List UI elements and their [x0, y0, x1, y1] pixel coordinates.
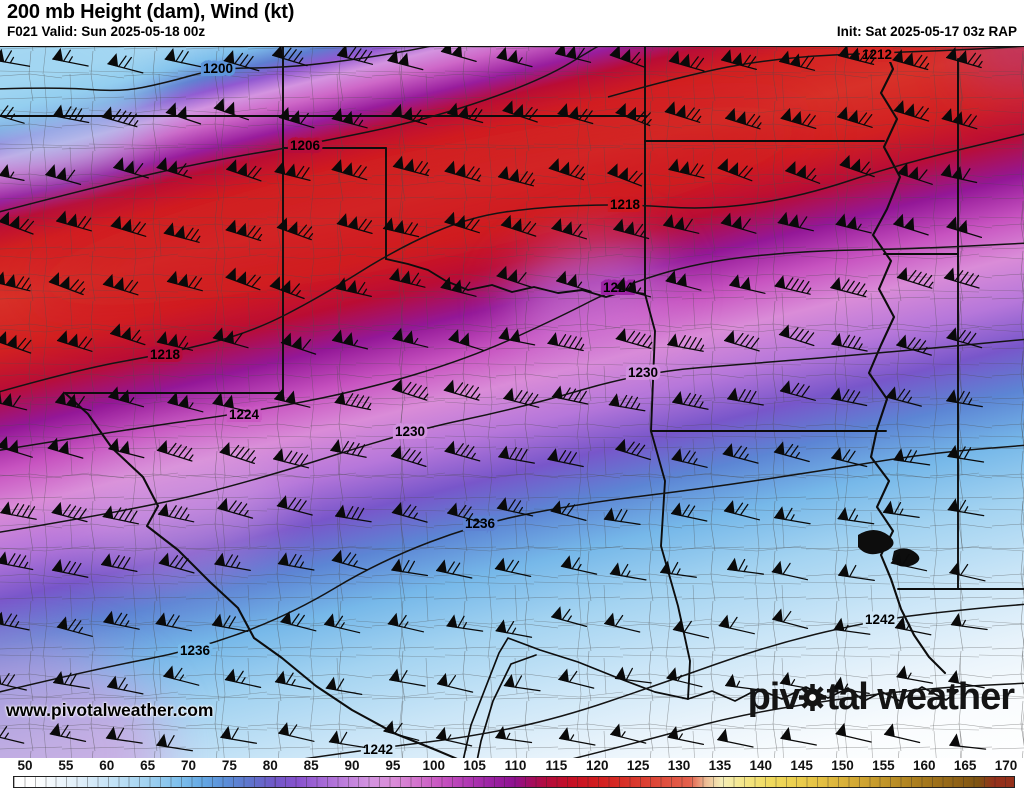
height-contours — [0, 47, 1024, 759]
svg-text:1230: 1230 — [395, 424, 425, 439]
colorbar-tick: 145 — [790, 758, 813, 773]
colorbar-gradient — [13, 776, 1015, 788]
svg-text:1224: 1224 — [229, 407, 260, 422]
page-title: 200 mb Height (dam), Wind (kt) — [7, 1, 295, 23]
colorbar-tick: 70 — [180, 758, 197, 773]
colorbar-tick: 85 — [303, 758, 319, 773]
colorbar-tick-labels: 50 55 60 65 70 75 80 85 90 95 100 105 110 115 120 125 13… — [0, 758, 1024, 775]
colorbar-tick: 165 — [953, 758, 977, 773]
colorbar-tick: 105 — [463, 758, 486, 773]
weather-map: 1200120612121218121812241224123012301236… — [0, 46, 1024, 759]
svg-text:1200: 1200 — [203, 61, 233, 76]
svg-text:1242: 1242 — [865, 612, 895, 627]
watermark-link[interactable]: www.pivotalweather.com — [6, 700, 214, 720]
forecast-valid-label: F021 Valid: Sun 2025-05-18 00z — [7, 24, 206, 39]
colorbar-tick: 155 — [872, 758, 895, 773]
colorbar-tick: 60 — [99, 758, 115, 773]
colorbar-tick: 65 — [140, 758, 156, 773]
colorbar-tick: 130 — [667, 758, 691, 773]
colorbar-tick: 75 — [221, 758, 237, 773]
colorbar-tick: 100 — [422, 758, 446, 773]
colorbar-tick: 170 — [994, 758, 1018, 773]
model-init-label: Init: Sat 2025-05-17 03z RAP — [836, 24, 1017, 39]
svg-text:1242: 1242 — [363, 742, 393, 757]
colorbar-cell-grid — [14, 777, 1014, 787]
colorbar-tick: 160 — [913, 758, 936, 773]
svg-text:1212: 1212 — [862, 47, 892, 62]
colorbar-tick: 90 — [344, 758, 360, 773]
contour-labels: 1200120612121218121812241224123012301236… — [147, 47, 898, 759]
colorbar-tick: 95 — [385, 758, 401, 773]
colorbar-tick: 125 — [626, 758, 650, 773]
logo-text-pre: piv — [747, 676, 801, 718]
colorbar-tick: 110 — [504, 758, 527, 773]
colorbar-tick: 120 — [586, 758, 609, 773]
colorbar-tick: 115 — [545, 758, 568, 773]
pivotal-weather-logo: piv tal weather — [747, 676, 1015, 718]
svg-text:1236: 1236 — [180, 643, 211, 658]
svg-text:1206: 1206 — [290, 138, 321, 153]
colorbar-tick: 80 — [262, 758, 278, 773]
colorbar: 50 55 60 65 70 75 80 85 90 95 100 105 110 115 120 125 13… — [0, 758, 1024, 791]
wind-barbs — [0, 47, 988, 752]
logo-text-post: tal weather — [826, 676, 1015, 718]
colorbar-tick: 135 — [708, 758, 732, 773]
colorbar-tick: 50 — [17, 758, 33, 773]
colorbar-tick: 55 — [58, 758, 74, 773]
map-canvas: 1200120612121218121812241224123012301236… — [0, 47, 1024, 759]
colorbar-tick: 140 — [749, 758, 773, 773]
gear-icon — [799, 680, 827, 711]
svg-text:1218: 1218 — [610, 197, 641, 212]
colorbar-tick: 150 — [831, 758, 854, 773]
svg-text:1230: 1230 — [628, 365, 658, 380]
svg-text:1218: 1218 — [150, 347, 181, 362]
